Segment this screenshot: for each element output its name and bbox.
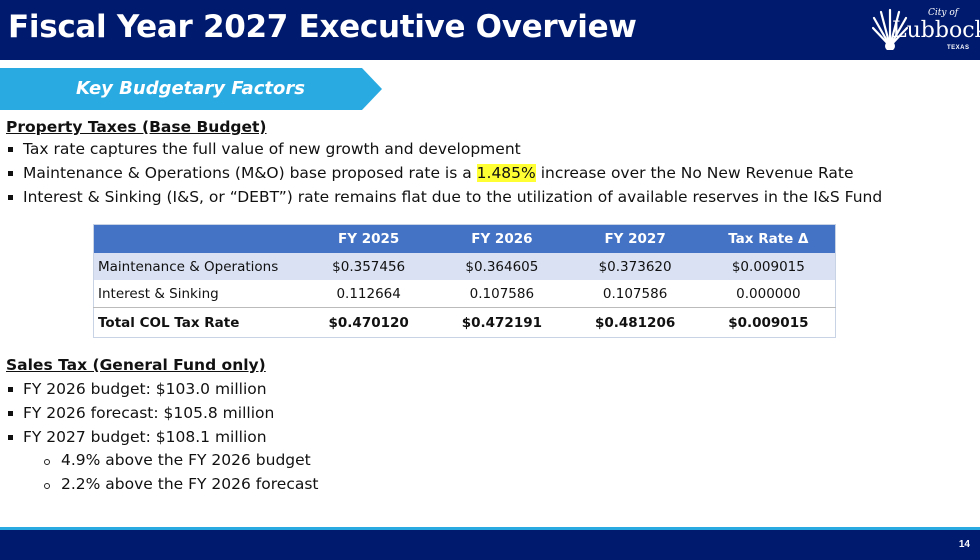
subtitle-banner <box>0 68 382 110</box>
table-cell: $0.481206 <box>568 307 702 338</box>
list-item: Maintenance & Operations (M&O) base prop… <box>6 161 882 185</box>
logo-city-name: Lubbock <box>892 18 980 43</box>
tax-rate-table: FY 2025 FY 2026 FY 2027 Tax Rate Δ Maint… <box>93 224 836 338</box>
footer-accent-line <box>0 527 980 530</box>
table-cell: 0.112664 <box>302 280 436 308</box>
square-bullet-icon <box>8 411 13 416</box>
banner-arrow-shape <box>0 68 382 110</box>
table-cell: Maintenance & Operations <box>93 253 303 280</box>
square-bullet-icon <box>8 195 13 200</box>
subtitle-text: Key Budgetary Factors <box>76 78 305 99</box>
property-taxes-list: Tax rate captures the full value of new … <box>6 137 882 209</box>
sales-tax-sublist: 4.9% above the FY 2026 budget 2.2% above… <box>44 449 319 496</box>
slide-footer: 14 <box>0 530 980 560</box>
square-bullet-icon <box>8 171 13 176</box>
table-cell: $0.373620 <box>568 253 702 280</box>
table-cell: $0.009015 <box>701 253 836 280</box>
slide-header: Fiscal Year 2027 Executive Overview City… <box>0 0 980 60</box>
circle-bullet-icon <box>44 459 50 465</box>
table-row: Interest & Sinking 0.112664 0.107586 0.1… <box>93 280 836 308</box>
table-header-row: FY 2025 FY 2026 FY 2027 Tax Rate Δ <box>93 224 836 253</box>
slide-title: Fiscal Year 2027 Executive Overview <box>8 9 637 45</box>
logo-city-prefix: City of <box>928 8 959 18</box>
table-total-row: Total COL Tax Rate $0.470120 $0.472191 $… <box>93 307 836 338</box>
city-logo: City of Lubbock TEXAS <box>870 4 980 58</box>
square-bullet-icon <box>8 435 13 440</box>
table-cell: $0.470120 <box>302 307 436 338</box>
table-cell: 0.107586 <box>568 280 702 308</box>
square-bullet-icon <box>8 387 13 392</box>
table-row: Maintenance & Operations $0.357456 $0.36… <box>93 253 836 280</box>
table-header-cell: Tax Rate Δ <box>701 224 836 253</box>
logo-state: TEXAS <box>947 45 970 51</box>
sales-tax-heading: Sales Tax (General Fund only) <box>6 356 266 374</box>
table-cell: $0.009015 <box>701 307 836 338</box>
table-cell: Total COL Tax Rate <box>93 307 303 338</box>
list-item: FY 2026 budget: $103.0 million <box>6 377 274 401</box>
list-item: Tax rate captures the full value of new … <box>6 137 882 161</box>
list-item: FY 2026 forecast: $105.8 million <box>6 401 274 425</box>
table-cell: 0.000000 <box>701 280 836 308</box>
circle-bullet-icon <box>44 482 50 489</box>
table-cell: $0.472191 <box>435 307 569 338</box>
sunburst-logo-icon <box>872 8 908 50</box>
list-item: 2.2% above the FY 2026 forecast <box>44 473 319 497</box>
table-cell: Interest & Sinking <box>93 280 303 308</box>
square-bullet-icon <box>8 147 13 152</box>
list-item: Interest & Sinking (I&S, or “DEBT”) rate… <box>6 185 882 209</box>
table-header-cell <box>93 224 303 253</box>
table-header-cell: FY 2027 <box>568 224 702 253</box>
table-cell: $0.357456 <box>302 253 436 280</box>
table-cell: 0.107586 <box>435 280 569 308</box>
page-number: 14 <box>958 539 970 550</box>
highlighted-rate: 1.485% <box>476 164 536 182</box>
table-header-cell: FY 2025 <box>302 224 436 253</box>
property-taxes-heading: Property Taxes (Base Budget) <box>6 118 267 136</box>
table-cell: $0.364605 <box>435 253 569 280</box>
table-header-cell: FY 2026 <box>435 224 569 253</box>
sales-tax-list: FY 2026 budget: $103.0 million FY 2026 f… <box>6 377 274 449</box>
list-item: 4.9% above the FY 2026 budget <box>44 449 319 473</box>
list-item: FY 2027 budget: $108.1 million <box>6 425 274 449</box>
